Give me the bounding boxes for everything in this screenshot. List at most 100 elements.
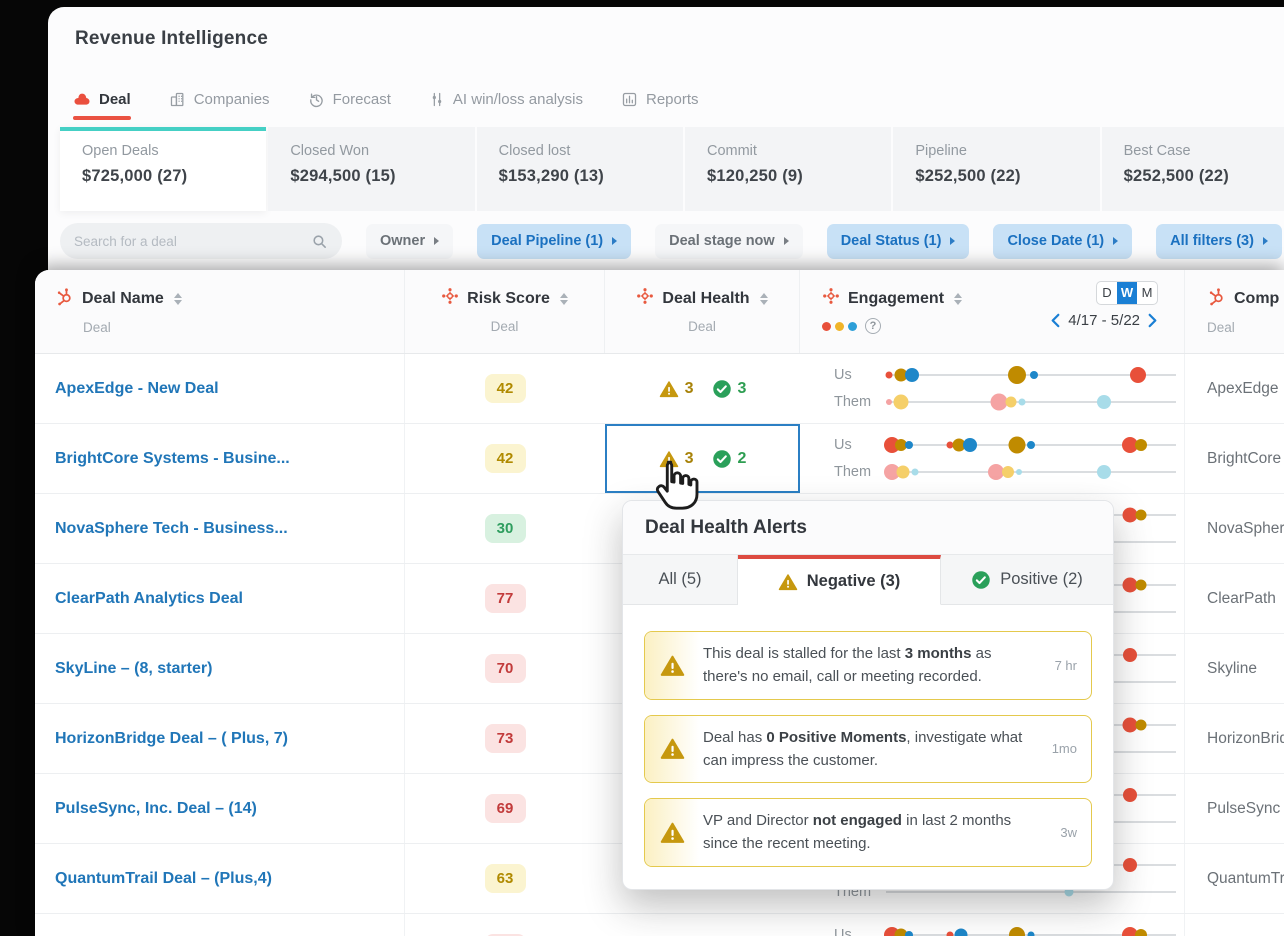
tab-ai-win-loss-analysis[interactable]: AI win/loss analysis: [429, 91, 583, 108]
deal-name-link[interactable]: HorizonBridge Deal – ( Plus, 7): [55, 729, 288, 747]
popup-alert-list: This deal is stalled for the last 3 mont…: [623, 605, 1113, 889]
tab-reports[interactable]: Reports: [621, 91, 699, 108]
engagement-cell: Us Them: [800, 354, 1185, 423]
table-header: Deal Name Deal Risk Score Deal Deal Heal…: [35, 270, 1284, 354]
chevron-right-icon[interactable]: [1147, 313, 1158, 328]
sort-arrows-icon[interactable]: [759, 292, 768, 305]
engagement-dot: [1135, 719, 1147, 731]
forecast-icon: [308, 91, 325, 108]
engagement-dot: [885, 399, 892, 405]
risk-score-badge: 42: [484, 374, 526, 403]
filter-label: Close Date (1): [1007, 233, 1105, 249]
table-row: BrightCore Systems - Busine... 42 3 2 Us Them…: [35, 424, 1284, 494]
filter-buttons: Owner Deal Pipeline (1) Deal stage now Deal…: [366, 223, 1282, 259]
popup-tab-all-5[interactable]: All (5): [623, 555, 738, 605]
tab-forecast[interactable]: Forecast: [308, 91, 391, 108]
column-header-deal-health[interactable]: Deal Health Deal: [605, 270, 800, 353]
filter-label: All filters (3): [1170, 233, 1254, 249]
summary-card-best-case[interactable]: Best Case $252,500 (22): [1101, 127, 1284, 211]
engagement-timeline: [885, 366, 1176, 385]
deal-name-cell: HorizonBridge Deal – ( Plus, 7): [35, 704, 405, 773]
summary-card-closed-won[interactable]: Closed Won $294,500 (15): [268, 127, 475, 211]
table-row: ApexEdge - New Deal 42 3 3 Us Them ApexEdge: [35, 354, 1284, 424]
alert-timestamp: 7 hr: [1054, 657, 1077, 673]
column-subtitle: Deal: [688, 319, 716, 334]
filter-deal-pipeline-1[interactable]: Deal Pipeline (1): [477, 223, 632, 259]
help-icon[interactable]: ?: [865, 318, 881, 334]
engagement-dot: [885, 371, 893, 379]
deal-name-link[interactable]: NovaSphere Tech - Business...: [55, 519, 288, 537]
us-label: Us: [834, 927, 852, 936]
filter-all-filters-3[interactable]: All filters (3): [1156, 223, 1282, 259]
deal-name-link[interactable]: PulseSync, Inc. Deal – (14): [55, 799, 257, 817]
alert-text: Deal has 0 Positive Moments, investigate…: [699, 716, 1039, 783]
engagement-dot: [1135, 579, 1147, 591]
engagement-dot: [963, 438, 978, 452]
alert-text-segment: Deal has: [703, 728, 767, 746]
sort-arrows-icon[interactable]: [954, 292, 963, 305]
date-range-label: 4/17 - 5/22: [1068, 312, 1140, 329]
popup-tab-positive-2[interactable]: Positive (2): [941, 555, 1113, 605]
filter-owner[interactable]: Owner: [366, 223, 454, 259]
sort-arrows-icon[interactable]: [173, 293, 182, 305]
alert-text-segment: 0 Positive Moments: [766, 728, 907, 746]
company-cell: PulseSync: [1207, 799, 1281, 817]
sort-arrows-icon[interactable]: [559, 292, 568, 305]
toggle-d[interactable]: D: [1102, 285, 1112, 300]
deal-name-link[interactable]: BrightCore Systems - Busine...: [55, 449, 290, 467]
summary-card-closed-lost[interactable]: Closed lost $153,290 (13): [476, 127, 683, 211]
popup-tab-negative-3[interactable]: Negative (3): [738, 555, 941, 605]
summary-card-commit[interactable]: Commit $120,250 (9): [684, 127, 892, 211]
deal-health-cell[interactable]: [605, 914, 800, 936]
summary-card-label: Closed lost: [498, 143, 571, 159]
engagement-dot: [911, 468, 919, 476]
tab-companies[interactable]: Companies: [169, 91, 270, 108]
filter-bar: Owner Deal Pipeline (1) Deal stage now Deal…: [60, 223, 1282, 259]
chevron-left-icon[interactable]: [1050, 313, 1061, 328]
deal-name-link[interactable]: ApexEdge - New Deal: [55, 379, 219, 397]
engagement-timeline: [883, 463, 1176, 482]
them-label: Them: [834, 394, 872, 410]
popup-tab-label: All (5): [658, 570, 702, 588]
engagement-dot: [1096, 395, 1111, 409]
risk-score-cell: [405, 914, 605, 936]
deal-name-link[interactable]: QuantumTrail Deal – (Plus,4): [55, 869, 272, 887]
filter-close-date-1[interactable]: Close Date (1): [993, 223, 1133, 259]
alert-text-segment: VP and Director: [703, 812, 813, 829]
column-title: Deal Name: [82, 290, 164, 307]
engagement-dot: [1135, 439, 1148, 451]
filter-deal-stage-now[interactable]: Deal stage now: [655, 223, 803, 259]
deal-name-link[interactable]: SkyLine – (8, starter): [55, 659, 213, 677]
engagement-legend: ?: [822, 318, 1184, 334]
toggle-w[interactable]: W: [1117, 282, 1137, 304]
alert-text-segment: as there's no email, call or meeting rec…: [703, 645, 992, 686]
column-header-company[interactable]: Comp Deal: [1185, 270, 1284, 353]
deal-name-cell: ClearPath Analytics Deal: [35, 564, 405, 633]
column-header-deal-name[interactable]: Deal Name Deal: [35, 270, 405, 353]
caret-right-icon: [1262, 237, 1268, 245]
revenue-intelligence-panel: Revenue Intelligence Deal Companies Foreca…: [48, 7, 1284, 270]
engagement-dot: [883, 464, 900, 480]
risk-score-cell: 42: [405, 424, 605, 493]
engagement-dot: [1096, 465, 1111, 479]
reports-icon: [621, 91, 638, 108]
deal-name-link[interactable]: ClearPath Analytics Deal: [55, 589, 243, 607]
engagement-dot: [1135, 929, 1148, 936]
summary-card-pipeline[interactable]: Pipeline $252,500 (22): [893, 127, 1100, 211]
warning-icon: [778, 573, 798, 591]
toggle-m[interactable]: M: [1141, 285, 1153, 300]
alert-text-segment: , investigate what can impress the custo…: [703, 728, 1023, 769]
engagement-timeline: [886, 883, 1176, 902]
warning-icon: [660, 737, 685, 760]
main-tabs: Deal Companies Forecast AI win/loss analysi…: [73, 83, 699, 120]
tab-deal[interactable]: Deal: [73, 91, 131, 120]
search-field[interactable]: [74, 233, 311, 249]
column-header-risk-score[interactable]: Risk Score Deal: [405, 270, 605, 353]
deal-search-input[interactable]: [60, 223, 342, 259]
filter-deal-status-1[interactable]: Deal Status (1): [826, 223, 970, 259]
summary-card-open-deals[interactable]: Open Deals $725,000 (27): [60, 127, 267, 211]
company-cell: [1185, 914, 1284, 936]
